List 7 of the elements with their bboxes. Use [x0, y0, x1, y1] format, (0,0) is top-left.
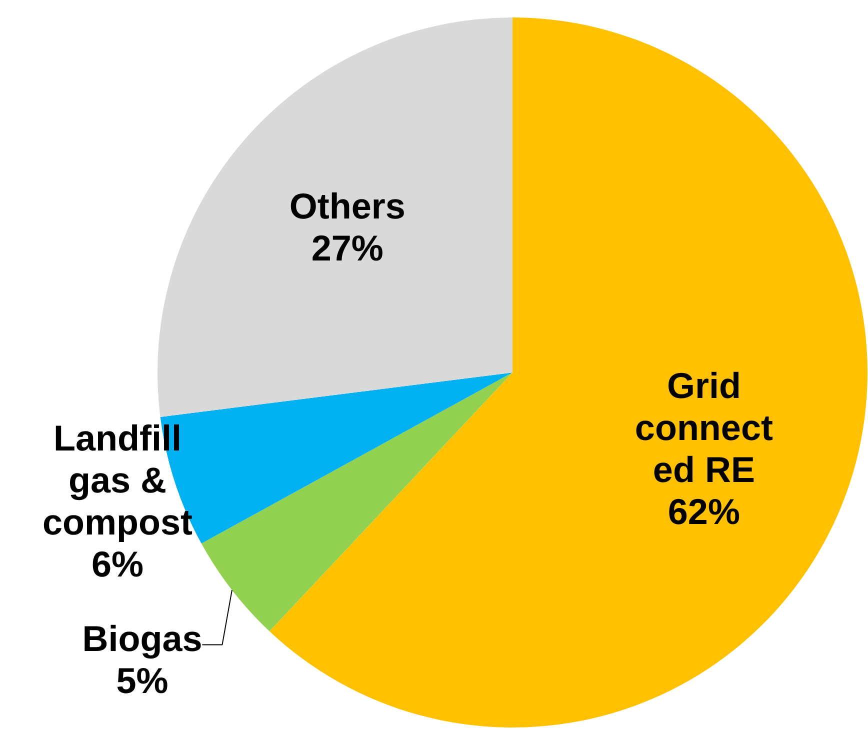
data-label: 6% [91, 543, 144, 584]
slice-label: Biogas [82, 618, 202, 660]
slice-label: Grid connected RE [634, 364, 773, 490]
data-label: 62% [668, 490, 740, 532]
data-label: 5% [116, 660, 168, 702]
slice-label: Others [289, 185, 406, 226]
data-label: 27% [311, 227, 384, 268]
